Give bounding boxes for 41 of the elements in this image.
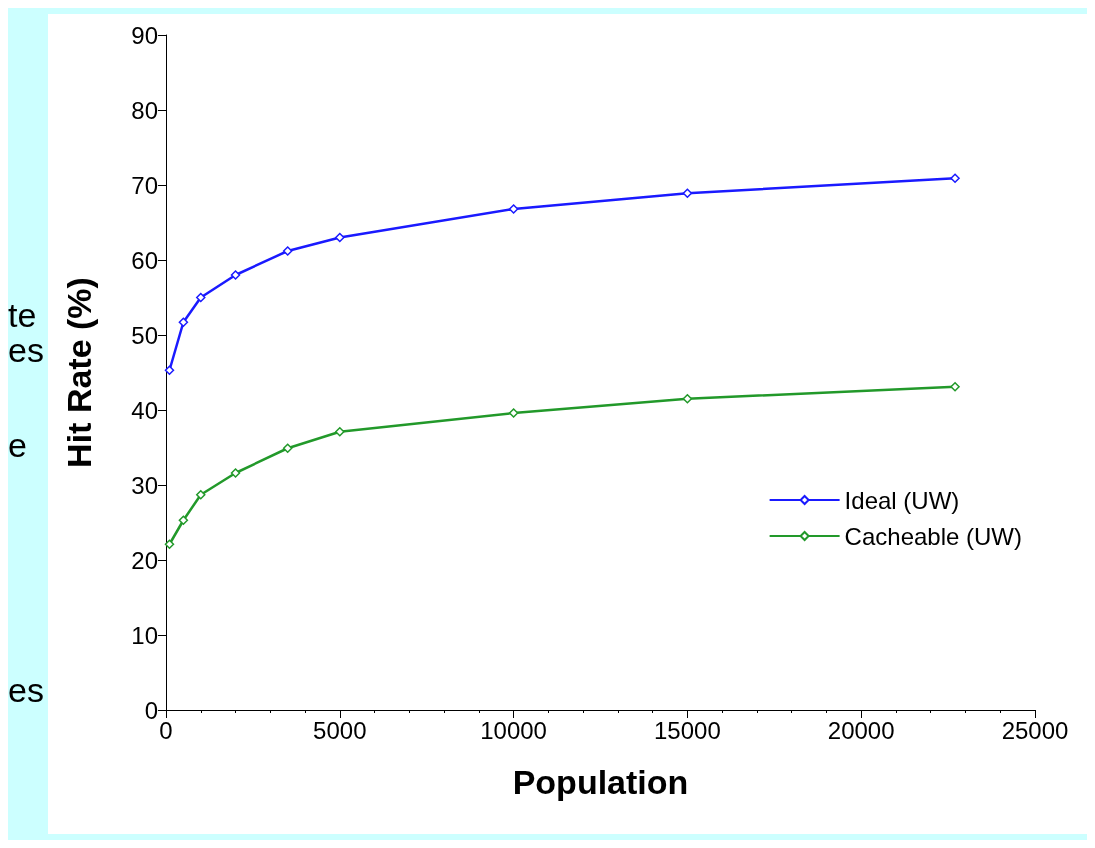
point xyxy=(164,539,175,549)
y-tick-label: 20 xyxy=(131,546,158,574)
x-tick-label: 20000 xyxy=(827,716,895,744)
text: es xyxy=(8,331,44,369)
point xyxy=(282,443,293,453)
y-tick-label: 0 xyxy=(144,696,158,724)
y-tick-label: 70 xyxy=(131,171,158,199)
x-tick-label: 25000 xyxy=(1001,716,1069,744)
point xyxy=(230,468,241,478)
text: e xyxy=(8,426,27,464)
point xyxy=(282,246,293,256)
point xyxy=(230,270,241,280)
y-tick-label: 90 xyxy=(131,21,158,49)
text: es xyxy=(8,671,44,709)
y-tick-label: 50 xyxy=(131,321,158,349)
y-tick-label: 40 xyxy=(131,396,158,424)
point xyxy=(950,173,960,183)
point xyxy=(178,317,189,327)
x-axis-title: Population xyxy=(512,763,689,801)
point xyxy=(178,515,189,525)
y-tick-label: 30 xyxy=(131,471,158,499)
point xyxy=(335,232,345,243)
y-tick-label: 60 xyxy=(131,246,158,274)
point xyxy=(950,382,960,392)
legend-label: Ideal (UW) xyxy=(844,486,960,514)
point xyxy=(335,427,345,437)
y-tick-label: 80 xyxy=(131,96,158,124)
point xyxy=(508,204,519,214)
point xyxy=(682,394,693,404)
x-tick-label: 10000 xyxy=(480,716,547,744)
point xyxy=(164,365,175,375)
y-axis-title: Hit Rate (%) xyxy=(60,277,98,468)
x-tick-label: 15000 xyxy=(654,716,721,744)
text: te xyxy=(8,296,37,334)
x-tick-label: 5000 xyxy=(313,716,367,744)
legend-label: Cacheable (UW) xyxy=(844,522,1022,550)
point xyxy=(196,292,206,303)
point xyxy=(508,408,519,418)
y-tick-label: 10 xyxy=(131,621,158,649)
point xyxy=(196,490,206,500)
point xyxy=(682,188,693,198)
